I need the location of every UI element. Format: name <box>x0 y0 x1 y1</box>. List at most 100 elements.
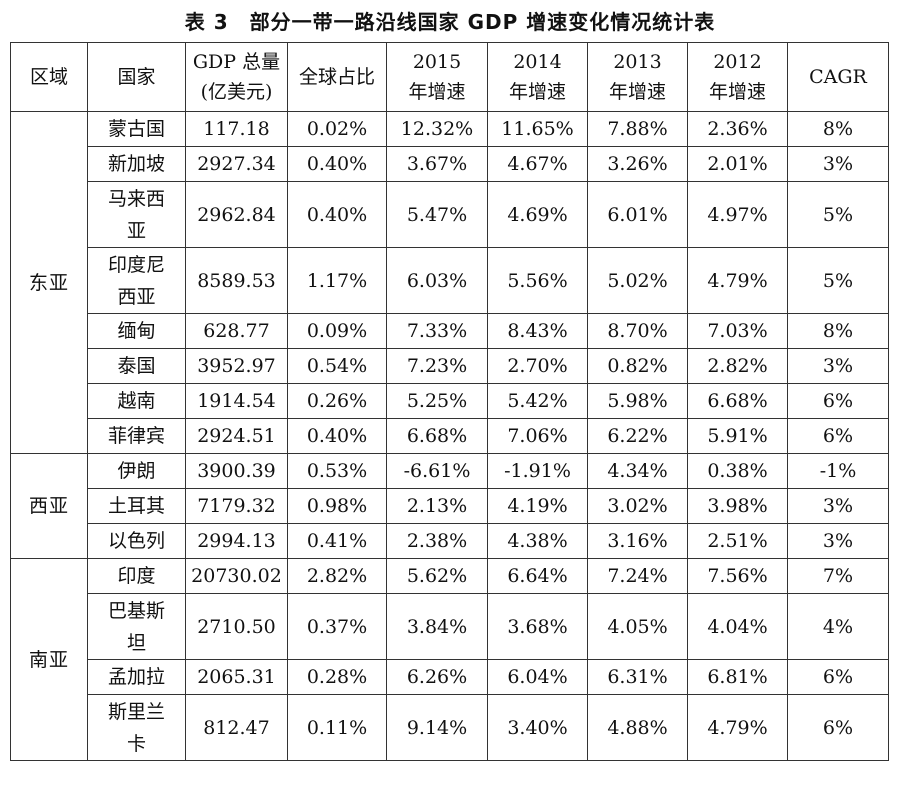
gdp-cell: 2710.50 <box>185 593 288 660</box>
table-row: 西亚 伊朗 3900.39 0.53% -6.61% -1.91% 4.34% 0.38% -1… <box>10 453 889 559</box>
table-row: 泰国 3952.97 0.54% 7.23% 2.70% 0.82% 2.82% 3% <box>11 348 889 384</box>
g2012-cell: 2.51% <box>687 523 788 559</box>
g2012-cell: 4.04% <box>687 593 788 660</box>
region-cell: 西亚 <box>10 453 88 559</box>
g2014-cell: 7.06% <box>487 418 588 454</box>
share-cell: 0.40% <box>287 146 387 182</box>
share-cell: 0.40% <box>287 181 387 248</box>
gdp-cell: 628.77 <box>185 313 288 349</box>
share-cell: 0.37% <box>287 593 387 660</box>
country-cell: 新加坡 <box>87 146 186 182</box>
table-title: 表 3 部分一带一路沿线国家 GDP 增速变化情况统计表 <box>184 10 716 34</box>
g2014-cell: 2.70% <box>487 348 588 384</box>
table-row: 以色列 2994.13 0.41% 2.38% 4.38% 3.16% 2.51% 3% <box>11 523 889 559</box>
header-cagr-label: CAGR <box>809 66 867 88</box>
region-cell: 东亚 <box>10 111 88 454</box>
g2013-cell: 3.26% <box>587 146 688 182</box>
g2014-cell: 4.38% <box>487 523 588 559</box>
cagr-cell: 6% <box>787 418 889 454</box>
gdp-cell: 7179.32 <box>185 488 288 524</box>
g2012-cell: 7.56% <box>687 558 788 594</box>
g2013-cell: 6.22% <box>587 418 688 454</box>
g2013-cell: 0.82% <box>587 348 688 384</box>
header-2012-label: 2012 年增速 <box>708 51 766 103</box>
g2012-cell: 6.68% <box>687 383 788 419</box>
gdp-cell: 1914.54 <box>185 383 288 419</box>
g2014-cell: 4.69% <box>487 181 588 248</box>
header-2014-label: 2014 年增速 <box>508 51 566 103</box>
g2013-cell: 4.34% <box>587 453 688 489</box>
cagr-cell: 6% <box>787 694 889 761</box>
header-share-label: 全球占比 <box>298 66 375 88</box>
share-cell: 0.98% <box>287 488 387 524</box>
country-cell: 菲律宾 <box>87 418 186 454</box>
g2015-cell: 3.84% <box>386 593 488 660</box>
gdp-cell: 812.47 <box>185 694 288 761</box>
g2014-cell: 3.68% <box>487 593 588 660</box>
table-row: 印度尼西亚 8589.53 1.17% 6.03% 5.56% 5.02% 4.79% 5% <box>11 247 889 314</box>
share-cell: 1.17% <box>287 247 387 314</box>
g2013-cell: 4.88% <box>587 694 688 761</box>
g2012-cell: 4.97% <box>687 181 788 248</box>
header-2014: 2014 年增速 <box>487 42 588 112</box>
g2014-cell: 4.19% <box>487 488 588 524</box>
cagr-cell: 5% <box>787 181 889 248</box>
table-row: 斯里兰卡 812.47 0.11% 9.14% 3.40% 4.88% 4.79% 6% <box>11 694 889 761</box>
country-cell: 马来西亚 <box>87 181 186 248</box>
country-cell: 巴基斯坦 <box>87 593 186 660</box>
g2014-cell: 8.43% <box>487 313 588 349</box>
g2015-cell: 2.13% <box>386 488 488 524</box>
g2012-cell: 2.82% <box>687 348 788 384</box>
cagr-cell: 3% <box>787 348 889 384</box>
g2012-cell: 4.79% <box>687 247 788 314</box>
cagr-cell: -1% <box>787 453 889 489</box>
g2014-cell: 5.42% <box>487 383 588 419</box>
g2013-cell: 3.16% <box>587 523 688 559</box>
g2014-cell: 3.40% <box>487 694 588 761</box>
cagr-cell: 4% <box>787 593 889 660</box>
gdp-cell: 2924.51 <box>185 418 288 454</box>
cagr-cell: 6% <box>787 659 889 695</box>
g2015-cell: 12.32% <box>386 111 488 147</box>
gdp-cell: 3900.39 <box>185 453 288 489</box>
country-cell: 泰国 <box>87 348 186 384</box>
g2015-cell: 5.25% <box>386 383 488 419</box>
cagr-cell: 7% <box>787 558 889 594</box>
g2014-cell: 6.04% <box>487 659 588 695</box>
share-cell: 0.02% <box>287 111 387 147</box>
country-cell: 斯里兰卡 <box>87 694 186 761</box>
g2012-cell: 2.01% <box>687 146 788 182</box>
region-cell: 南亚 <box>10 558 88 761</box>
table-row: 新加坡 2927.34 0.40% 3.67% 4.67% 3.26% 2.01% 3% <box>11 146 889 182</box>
header-region: 区域 <box>10 42 88 112</box>
g2015-cell: 3.67% <box>386 146 488 182</box>
g2015-cell: 9.14% <box>386 694 488 761</box>
header-2013-label: 2013 年增速 <box>608 51 666 103</box>
table-row: 缅甸 628.77 0.09% 7.33% 8.43% 8.70% 7.03% 8% <box>11 313 889 349</box>
cagr-cell: 3% <box>787 523 889 559</box>
g2013-cell: 6.31% <box>587 659 688 695</box>
g2015-cell: 6.26% <box>386 659 488 695</box>
g2012-cell: 4.79% <box>687 694 788 761</box>
share-cell: 0.09% <box>287 313 387 349</box>
cagr-cell: 3% <box>787 488 889 524</box>
table-row: 孟加拉 2065.31 0.28% 6.26% 6.04% 6.31% 6.81% 6% <box>11 659 889 695</box>
header-2015-label: 2015 年增速 <box>408 51 466 103</box>
gdp-cell: 8589.53 <box>185 247 288 314</box>
table-row: 南亚 印度 20730.02 2.82% 5.62% 6.64% 7.24% 7.56% 7% <box>10 558 889 761</box>
country-cell: 伊朗 <box>87 453 186 489</box>
share-cell: 0.53% <box>287 453 387 489</box>
gdp-cell: 117.18 <box>185 111 288 147</box>
country-cell: 土耳其 <box>87 488 186 524</box>
g2013-cell: 3.02% <box>587 488 688 524</box>
share-cell: 2.82% <box>287 558 387 594</box>
cagr-cell: 8% <box>787 313 889 349</box>
header-region-label: 区域 <box>29 66 68 88</box>
table-row: 越南 1914.54 0.26% 5.25% 5.42% 5.98% 6.68% 6% <box>11 383 889 419</box>
g2014-cell: 11.65% <box>487 111 588 147</box>
g2012-cell: 3.98% <box>687 488 788 524</box>
g2015-cell: 5.62% <box>386 558 488 594</box>
table-row: 土耳其 7179.32 0.98% 2.13% 4.19% 3.02% 3.98% 3% <box>11 488 889 524</box>
g2014-cell: 4.67% <box>487 146 588 182</box>
g2012-cell: 5.91% <box>687 418 788 454</box>
